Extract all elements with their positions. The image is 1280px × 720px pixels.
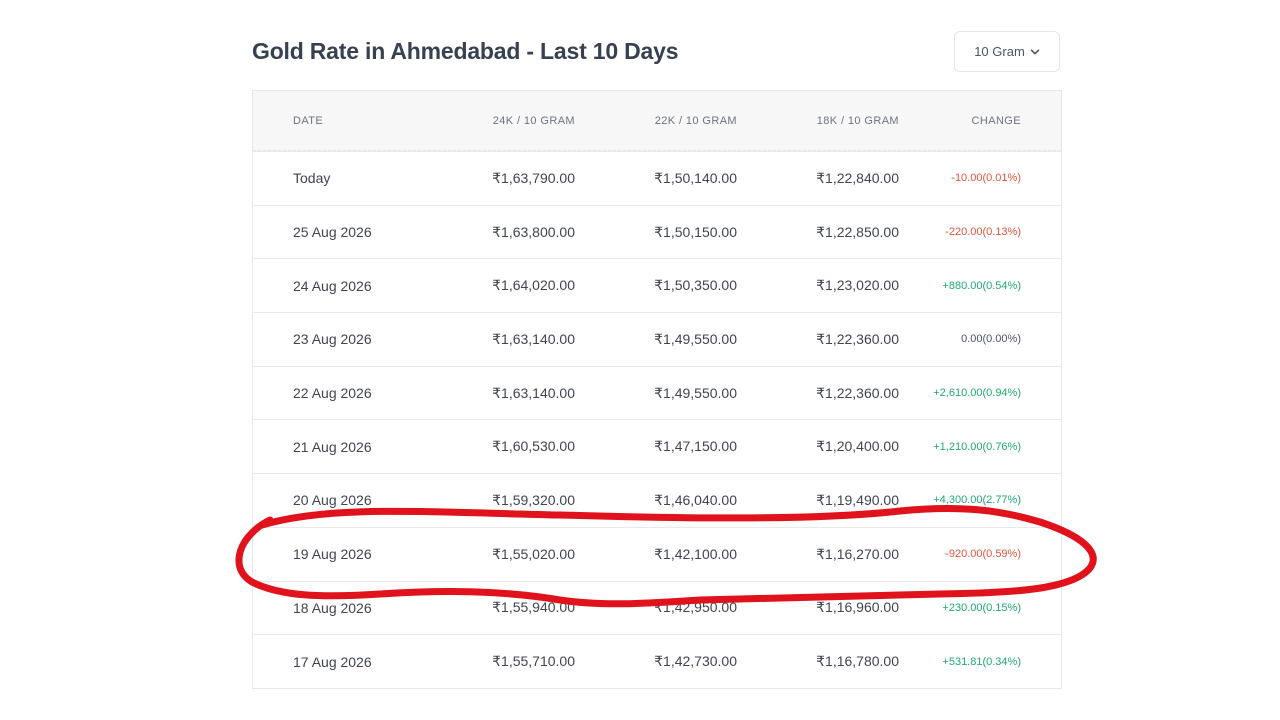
table-row: 23 Aug 2026 ₹1,63,140.00 ₹1,49,550.00 ₹1,22… [253,312,1061,366]
row-18k-price: ₹1,16,270.00 [816,545,899,562]
row-18k-price: ₹1,22,360.00 [816,330,899,347]
table-row: 19 Aug 2026 ₹1,55,020.00 ₹1,42,100.00 ₹1,16… [253,526,1061,581]
row-18k-price: ₹1,20,400.00 [816,438,899,455]
row-24k-price: ₹1,63,790.00 [492,169,575,186]
row-22k-price: ₹1,42,100.00 [654,545,737,562]
row-date: 25 Aug 2026 [293,224,372,241]
unit-dropdown-label: 10 Gram [974,44,1025,59]
row-22k-price: ₹1,42,730.00 [654,653,737,670]
row-24k-price: ₹1,64,020.00 [492,277,575,294]
row-24k-price: ₹1,60,530.00 [492,438,575,455]
header-change: CHANGE [971,114,1021,127]
row-24k-price: ₹1,63,140.00 [492,384,575,401]
row-change: +1,210.00(0.76%) [933,440,1021,453]
row-date: 22 Aug 2026 [293,385,372,402]
row-change: +230.00(0.15%) [942,601,1021,614]
row-22k-price: ₹1,49,550.00 [654,384,737,401]
row-change: -220.00(0.13%) [945,226,1021,239]
row-22k-price: ₹1,50,140.00 [654,169,737,186]
row-date: 17 Aug 2026 [293,653,372,670]
row-24k-price: ₹1,55,710.00 [492,653,575,670]
row-18k-price: ₹1,23,020.00 [816,277,899,294]
row-18k-price: ₹1,16,960.00 [816,599,899,616]
gold-rate-table: DATE 24K / 10 GRAM 22K / 10 GRAM 18K / 1… [252,90,1062,689]
unit-dropdown[interactable]: 10 Gram [954,31,1060,72]
row-18k-price: ₹1,22,840.00 [816,169,899,186]
row-22k-price: ₹1,42,950.00 [654,599,737,616]
table-row: 20 Aug 2026 ₹1,59,320.00 ₹1,46,040.00 ₹1,19… [253,473,1061,527]
row-date: 20 Aug 2026 [293,492,372,509]
row-24k-price: ₹1,63,140.00 [492,330,575,347]
row-date: 23 Aug 2026 [293,331,372,348]
chevron-down-icon [1030,48,1040,54]
row-22k-price: ₹1,47,150.00 [654,438,737,455]
header-18k: 18K / 10 GRAM [816,114,899,127]
row-change: +2,610.00(0.94%) [933,387,1021,400]
table-row: 25 Aug 2026 ₹1,63,800.00 ₹1,50,150.00 ₹1,22… [253,204,1061,259]
row-22k-price: ₹1,46,040.00 [654,491,737,508]
row-22k-price: ₹1,49,550.00 [654,330,737,347]
table-row: 17 Aug 2026 ₹1,55,710.00 ₹1,42,730.00 ₹1,16… [253,634,1061,688]
table-body: Today ₹1,63,790.00 ₹1,50,140.00 ₹1,22,840.0… [253,151,1061,688]
row-18k-price: ₹1,22,360.00 [816,384,899,401]
row-date: 21 Aug 2026 [293,438,372,455]
header-date: DATE [293,114,324,127]
row-22k-price: ₹1,50,150.00 [654,223,737,240]
row-date: Today [293,170,331,187]
header-22k: 22K / 10 GRAM [654,114,737,127]
row-date: 19 Aug 2026 [293,546,372,563]
table-row: Today ₹1,63,790.00 ₹1,50,140.00 ₹1,22,840.0… [253,151,1061,205]
row-18k-price: ₹1,19,490.00 [816,491,899,508]
table-row: 22 Aug 2026 ₹1,63,140.00 ₹1,49,550.00 ₹1,22… [253,365,1061,420]
row-18k-price: ₹1,22,850.00 [816,223,899,240]
row-change: +531.81(0.34%) [942,655,1021,668]
table-row: 18 Aug 2026 ₹1,55,940.00 ₹1,42,950.00 ₹1,16… [253,580,1061,635]
row-24k-price: ₹1,59,320.00 [492,491,575,508]
row-24k-price: ₹1,55,020.00 [492,545,575,562]
row-change: -920.00(0.59%) [945,548,1021,561]
header-24k: 24K / 10 GRAM [492,114,575,127]
row-change: +4,300.00(2.77%) [933,494,1021,507]
table-header-row: DATE 24K / 10 GRAM 22K / 10 GRAM 18K / 1… [253,91,1061,151]
row-18k-price: ₹1,16,780.00 [816,653,899,670]
row-date: 18 Aug 2026 [293,599,372,616]
table-row: 24 Aug 2026 ₹1,64,020.00 ₹1,50,350.00 ₹1,23… [253,258,1061,312]
row-date: 24 Aug 2026 [293,277,372,294]
row-24k-price: ₹1,63,800.00 [492,223,575,240]
row-24k-price: ₹1,55,940.00 [492,599,575,616]
row-change: +880.00(0.54%) [942,279,1021,292]
row-change: -10.00(0.01%) [951,172,1021,185]
row-change: 0.00(0.00%) [961,333,1021,346]
table-row: 21 Aug 2026 ₹1,60,530.00 ₹1,47,150.00 ₹1,20… [253,419,1061,473]
page-title: Gold Rate in Ahmedabad - Last 10 Days [252,38,679,64]
row-22k-price: ₹1,50,350.00 [654,277,737,294]
